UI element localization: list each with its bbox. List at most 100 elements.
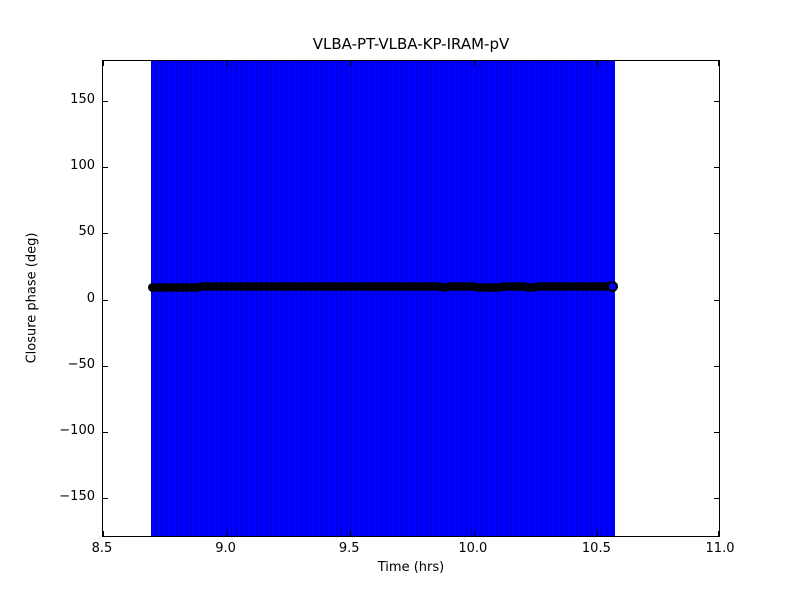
data-point-marker (508, 282, 518, 292)
data-point-marker (400, 282, 410, 292)
data-point-marker (449, 282, 459, 292)
data-point-marker (182, 282, 192, 292)
data-point-marker (355, 282, 365, 292)
data-point-marker (395, 282, 405, 292)
last-data-point-marker (606, 281, 618, 293)
data-point-marker (157, 283, 167, 293)
x-tick-mark (473, 61, 475, 66)
y-tick-label: −100 (59, 423, 95, 438)
data-point-marker (227, 282, 236, 292)
data-point-marker (385, 282, 395, 292)
data-point-marker (568, 282, 578, 292)
data-point-marker (548, 282, 558, 292)
data-point-marker (360, 282, 370, 292)
data-point-marker (172, 282, 182, 292)
data-point-marker (474, 282, 484, 292)
x-tick-mark (350, 531, 352, 536)
data-point-marker (375, 282, 385, 292)
data-point-marker (192, 282, 202, 292)
plot-area (102, 60, 720, 537)
data-point-marker (553, 282, 563, 292)
x-tick-mark (597, 61, 599, 66)
data-point-marker (291, 282, 301, 291)
data-point-marker (390, 282, 400, 292)
y-tick-mark (714, 365, 719, 367)
data-point-marker (241, 282, 251, 291)
data-point-marker (212, 282, 222, 292)
data-point-marker (147, 283, 157, 293)
data-point-marker (271, 281, 281, 291)
x-tick-mark (103, 531, 104, 536)
x-tick-mark (718, 61, 719, 66)
data-point-marker (222, 282, 232, 292)
y-tick-mark (714, 432, 719, 433)
x-tick-mark (350, 61, 352, 66)
data-point-marker (592, 282, 602, 292)
data-point-marker (588, 282, 597, 292)
data-point-marker (325, 281, 335, 291)
y-tick-label: −50 (67, 356, 95, 372)
data-point-marker (261, 282, 271, 291)
y-tick-mark (714, 167, 719, 168)
x-tick-label: 11.0 (705, 541, 735, 556)
data-point-marker (232, 282, 241, 291)
data-point-marker (578, 282, 588, 292)
data-point-marker (573, 282, 583, 292)
data-point-marker (380, 282, 390, 292)
y-tick-label: 0 (86, 290, 95, 306)
data-point-marker (340, 282, 350, 292)
data-point-marker (251, 281, 261, 291)
data-point-marker (429, 282, 439, 292)
y-tick-mark (714, 100, 719, 102)
y-tick-mark (103, 233, 108, 235)
y-tick-mark (103, 167, 108, 168)
data-point-marker (162, 282, 172, 292)
data-point-marker (484, 282, 494, 292)
data-point-marker (256, 282, 266, 291)
data-point-marker (414, 282, 424, 292)
x-tick-mark (718, 531, 719, 536)
data-point-marker (350, 282, 360, 292)
data-point-marker (330, 282, 340, 291)
y-tick-label: −150 (59, 489, 95, 505)
data-point-marker (597, 282, 607, 292)
data-point-marker (523, 282, 533, 292)
chart-title: VLBA-PT-VLBA-KP-IRAM-pV (312, 35, 510, 53)
y-tick-mark (103, 299, 108, 301)
data-point-marker (459, 282, 469, 292)
y-tick-mark (714, 299, 719, 301)
data-point-marker (563, 282, 573, 292)
data-point-marker (558, 282, 568, 292)
y-tick-label: 50 (78, 224, 95, 240)
y-tick-mark (103, 432, 108, 433)
data-point-marker (276, 281, 286, 291)
x-tick-mark (103, 61, 104, 66)
x-tick-mark (226, 531, 228, 536)
data-point-marker (499, 282, 508, 292)
data-point-marker (306, 282, 316, 292)
data-point-marker (266, 281, 276, 291)
x-tick-label: 9.5 (338, 541, 360, 556)
data-point-marker (444, 282, 454, 292)
y-tick-mark (103, 100, 108, 102)
data-point-marker (152, 283, 162, 293)
data-point-marker (301, 282, 311, 292)
data-point-marker (365, 282, 375, 291)
data-point-marker (167, 282, 177, 292)
data-point-marker (345, 282, 355, 292)
x-tick-label: 9.0 (215, 541, 236, 556)
data-point-marker (489, 282, 499, 292)
data-point-marker (202, 282, 212, 292)
data-point-marker (533, 282, 543, 292)
data-point-marker (321, 281, 330, 291)
data-point-marker (419, 282, 429, 292)
data-point-marker (439, 282, 449, 292)
data-point-marker (246, 281, 256, 291)
data-point-marker (479, 282, 489, 292)
data-point-marker (528, 282, 538, 292)
data-point-marker (370, 282, 380, 291)
data-point-marker (316, 282, 325, 291)
data-point-marker (424, 282, 434, 292)
data-point-marker (187, 282, 197, 292)
data-point-marker (311, 282, 321, 291)
